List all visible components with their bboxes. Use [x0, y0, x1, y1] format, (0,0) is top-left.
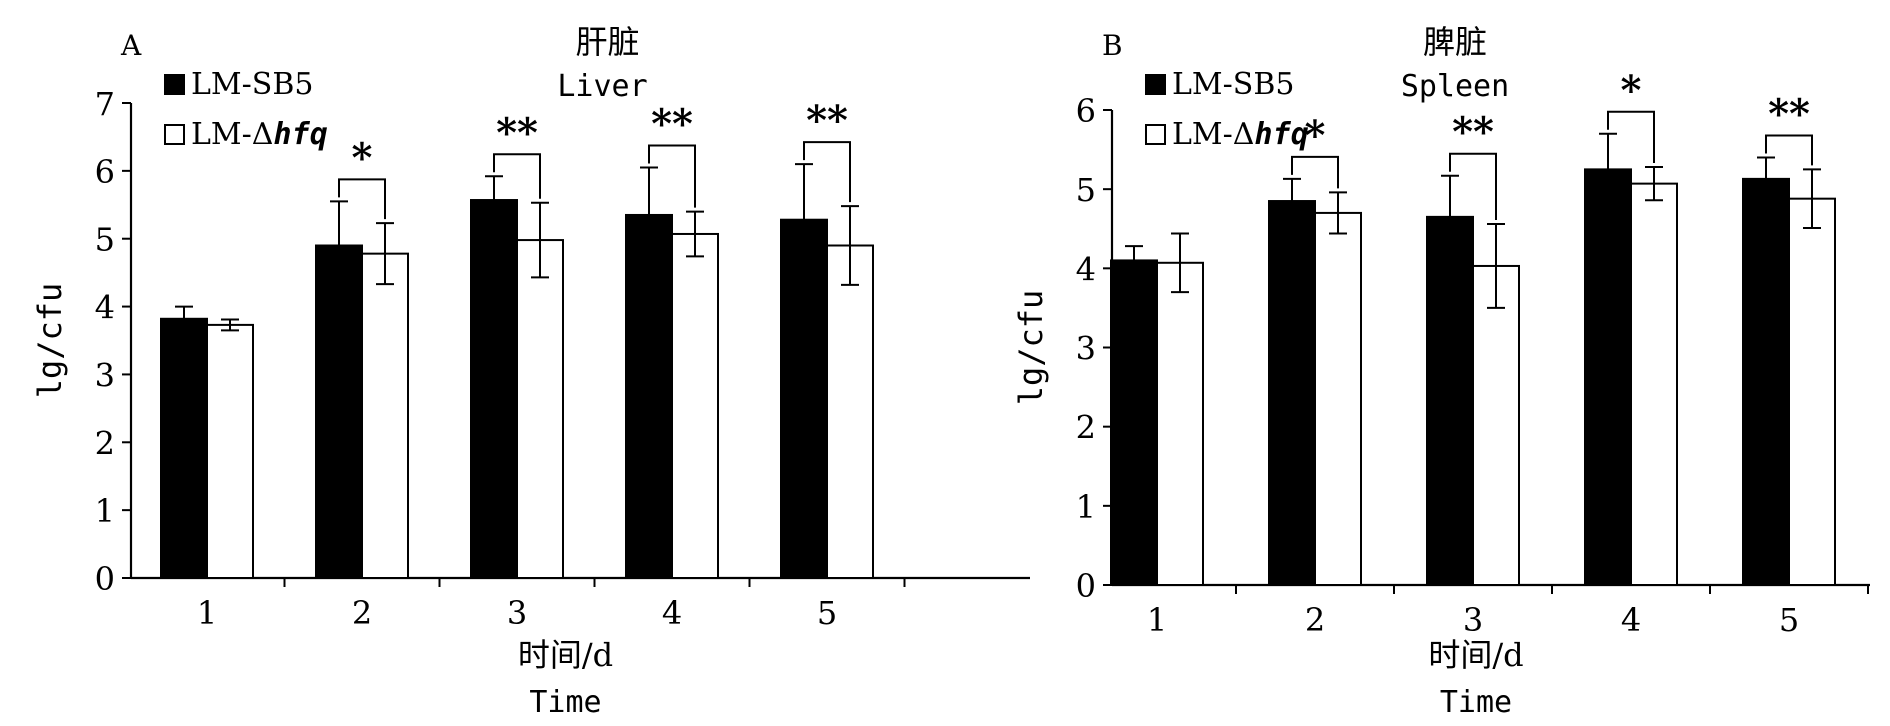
- significance-marker: **: [1452, 109, 1494, 156]
- legend-swatch-lm-sb5: [1145, 74, 1166, 95]
- significance-marker: *: [1621, 67, 1642, 114]
- significance-marker: **: [496, 109, 538, 156]
- bar-lm-delta-hfq: [1472, 264, 1520, 586]
- panel-label: B: [1102, 29, 1123, 62]
- bar-lm-delta-hfq: [361, 252, 409, 579]
- x-tick-label: 5: [817, 594, 837, 632]
- significance-marker: *: [1305, 112, 1326, 159]
- x-tick-label: 2: [352, 594, 372, 632]
- y-tick-label: 4: [95, 289, 115, 327]
- x-tick-label: 1: [197, 594, 217, 632]
- y-tick-label: 5: [1076, 171, 1096, 209]
- bar-lm-delta-hfq: [206, 323, 254, 579]
- y-tick-label: 3: [95, 356, 115, 394]
- bar-lm-sb5: [470, 199, 518, 580]
- x-tick-label: 3: [507, 594, 527, 632]
- y-axis-label: lg/cfu: [31, 283, 69, 399]
- y-tick-label: 7: [95, 85, 115, 123]
- bar-lm-sb5: [1110, 259, 1158, 586]
- significance-bracket: [338, 178, 386, 220]
- x-tick-label: 3: [1463, 601, 1483, 639]
- significance-marker: **: [806, 97, 848, 144]
- chart-subtitle: Spleen: [1401, 69, 1509, 104]
- y-tick-label: 2: [95, 424, 115, 462]
- x-axis-label: 时间/d: [1428, 636, 1523, 674]
- y-tick-label: 4: [1076, 250, 1096, 288]
- chart-title: 肝脏: [575, 23, 639, 61]
- significance-bracket: [1765, 134, 1813, 166]
- legend-label-text: LM-SB5: [191, 67, 313, 102]
- bar-lm-delta-hfq: [1788, 197, 1836, 587]
- significance-bracket: [1291, 155, 1339, 189]
- significance-bracket: [648, 144, 696, 208]
- y-tick-label: 0: [1076, 567, 1096, 605]
- y-tick-label: 2: [1076, 409, 1096, 447]
- significance-marker: **: [1768, 91, 1810, 138]
- legend-label: LM-SB5: [1172, 67, 1294, 102]
- chart-subtitle: Liver: [557, 69, 647, 104]
- bar-lm-delta-hfq: [1314, 211, 1362, 587]
- bar-lm-sb5: [160, 317, 208, 579]
- x-tick-label: 4: [1621, 601, 1641, 639]
- significance-bracket: [803, 141, 851, 203]
- significance-bracket: [1607, 110, 1655, 163]
- bar-lm-sb5: [625, 213, 673, 579]
- x-tick-label: 5: [1779, 601, 1799, 639]
- bar-lm-sb5: [1426, 215, 1474, 586]
- chart-title: 脾脏: [1423, 23, 1487, 61]
- y-tick-label: 6: [95, 153, 115, 191]
- bar-lm-delta-hfq: [1156, 261, 1204, 586]
- x-axis-label-en: Time: [1440, 685, 1512, 720]
- bar-lm-delta-hfq: [1630, 182, 1678, 586]
- legend: LM-SB5 LM-Δhfq: [164, 67, 328, 152]
- x-axis-label-en: Time: [529, 685, 601, 720]
- x-tick-label: 2: [1305, 601, 1325, 639]
- x-tick-label: 4: [662, 594, 682, 632]
- bar-lm-delta-hfq: [516, 239, 564, 579]
- bar-lm-sb5: [1268, 200, 1316, 587]
- x-axis-label: 时间/d: [518, 636, 613, 674]
- legend-label-italic: hfq: [1254, 117, 1308, 152]
- legend-label: LM-Δhfq: [1172, 117, 1309, 152]
- y-tick-label: 1: [95, 492, 115, 530]
- bar-lm-delta-hfq: [826, 244, 874, 579]
- y-tick-label: 0: [95, 560, 115, 598]
- legend-label: LM-Δhfq: [191, 117, 328, 152]
- legend-label-text: LM-Δ: [1172, 117, 1254, 152]
- y-tick-label: 6: [1076, 92, 1096, 130]
- legend-swatch-lm-delta-hfq: [164, 124, 185, 145]
- significance-bracket: [493, 153, 541, 199]
- significance-marker: **: [651, 100, 693, 147]
- significance-bracket: [1449, 152, 1497, 220]
- legend-swatch-lm-sb5: [164, 74, 185, 95]
- y-tick-label: 3: [1076, 330, 1096, 368]
- legend-label-italic: hfq: [273, 117, 327, 152]
- significance-marker: *: [352, 134, 373, 181]
- bar-lm-sb5: [1584, 168, 1632, 586]
- bar-lm-sb5: [315, 244, 363, 579]
- legend-swatch-lm-delta-hfq: [1145, 124, 1166, 145]
- legend-label-text: LM-SB5: [1172, 67, 1294, 102]
- y-tick-label: 1: [1076, 488, 1096, 526]
- bar-lm-sb5: [1742, 177, 1790, 586]
- x-tick-label: 1: [1147, 601, 1167, 639]
- panel-label: A: [120, 29, 142, 62]
- bar-lm-delta-hfq: [671, 232, 719, 579]
- legend: LM-SB5 LM-Δhfq: [1145, 67, 1309, 152]
- y-tick-label: 5: [95, 221, 115, 259]
- legend-label: LM-SB5: [191, 67, 313, 102]
- legend-label-text: LM-Δ: [191, 117, 273, 152]
- y-axis-label: lg/cfu: [1012, 290, 1050, 406]
